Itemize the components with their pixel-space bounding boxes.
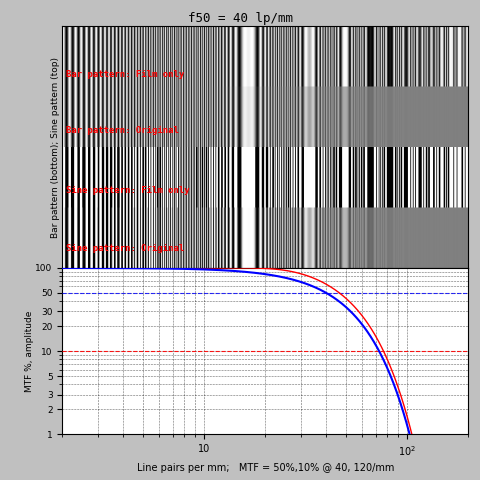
Y-axis label: MTF %, amplitude: MTF %, amplitude [25,311,34,392]
Text: f50 = 40 lp/mm: f50 = 40 lp/mm [188,12,292,24]
Text: Sine pattern: Film only: Sine pattern: Film only [66,186,190,195]
X-axis label: Line pairs per mm;   MTF = 50%,10% @ 40, 120/mm: Line pairs per mm; MTF = 50%,10% @ 40, 1… [136,464,394,473]
Y-axis label: Bar pattern (bottom); Sine pattern (top): Bar pattern (bottom); Sine pattern (top) [50,57,60,238]
Text: Bar pattern: Original: Bar pattern: Original [66,126,180,135]
Text: Bar pattern: Film only: Bar pattern: Film only [66,70,185,79]
Text: Sine pattern: Original: Sine pattern: Original [66,244,185,253]
